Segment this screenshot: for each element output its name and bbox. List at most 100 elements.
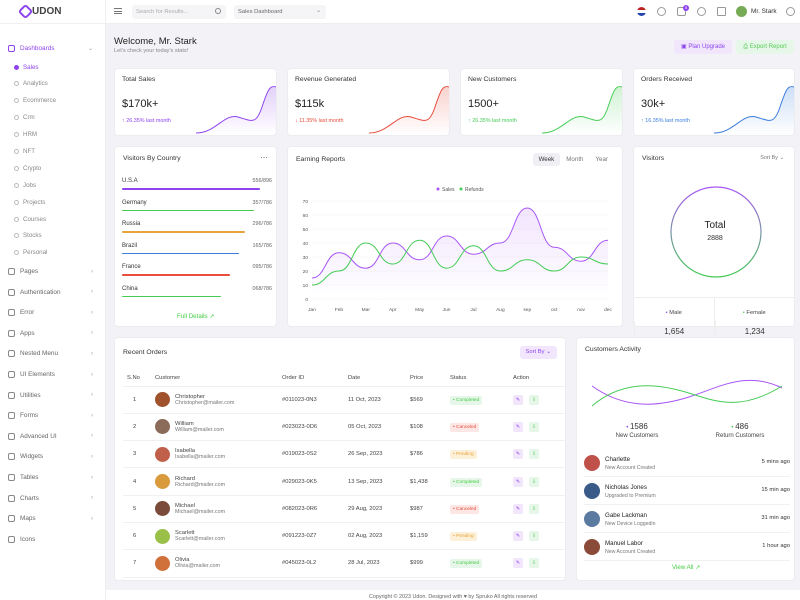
edit-icon[interactable]: ✎ xyxy=(513,476,523,487)
dashboard-select[interactable]: Sales Dashboard ⌄ xyxy=(234,5,326,19)
view-all-link[interactable]: View All ↗ xyxy=(672,564,701,571)
delete-icon[interactable]: ⇩ xyxy=(529,531,539,542)
customer-email: Richard@mailer.com xyxy=(175,481,226,488)
customer: Olivia Olivia@mailer.com xyxy=(155,555,282,571)
sidebar-subitem-ecommerce[interactable]: Ecommerce xyxy=(0,92,105,109)
delete-icon[interactable]: ⇩ xyxy=(529,394,539,405)
chevron-right-icon: › xyxy=(91,289,93,296)
sidebar-item-dashboards[interactable]: Dashboards ⌄ xyxy=(0,38,105,59)
sidebar-subitem-jobs[interactable]: Jobs xyxy=(0,177,105,194)
x-tick-label: Jul xyxy=(470,307,476,313)
sidebar-subitem-projects[interactable]: Projects xyxy=(0,194,105,211)
brand-logo[interactable]: UDON xyxy=(0,0,105,24)
sidebar-item-ui-elements[interactable]: UI Elements › xyxy=(0,364,105,385)
row-number: 3 xyxy=(123,440,155,469)
stat-title: New Customers xyxy=(468,76,517,83)
sort-by-button[interactable]: Sort By ⌄ xyxy=(519,346,557,359)
search-input[interactable]: Search for Results... xyxy=(132,5,226,19)
list-item[interactable]: Charlette New Account Created 5 mins ago xyxy=(584,451,790,477)
status-badge: • Completed xyxy=(450,559,483,569)
arrow-down-icon: ↓ xyxy=(295,118,300,124)
sidebar-item-charts[interactable]: Charts › xyxy=(0,488,105,509)
sidebar-item-nested-menu[interactable]: Nested Menu › xyxy=(0,344,105,365)
sidebar-item-authentication[interactable]: Authentication › xyxy=(0,282,105,303)
menu-toggle-icon[interactable] xyxy=(114,8,122,14)
edit-icon[interactable]: ✎ xyxy=(513,558,523,569)
sidebar-subitem-hrm[interactable]: HRM xyxy=(0,126,105,143)
tab-month[interactable]: Month xyxy=(566,156,584,163)
sidebar-item-utilities[interactable]: Utilities › xyxy=(0,385,105,406)
chevron-right-icon: › xyxy=(91,433,93,440)
bell-icon[interactable] xyxy=(697,7,706,16)
sales-area xyxy=(312,208,608,299)
sidebar-subitem-crypto[interactable]: Crypto xyxy=(0,160,105,177)
customer-email: Scarlett@mailer.com xyxy=(175,536,225,543)
card-title: Visitors xyxy=(642,155,665,162)
sidebar-item-error[interactable]: Error › xyxy=(0,302,105,323)
customer-email: Christopher@mailer.com xyxy=(175,399,235,406)
chevron-right-icon: › xyxy=(91,268,93,275)
edit-icon[interactable]: ✎ xyxy=(513,449,523,460)
edit-icon[interactable]: ✎ xyxy=(513,421,523,432)
delete-icon[interactable]: ⇩ xyxy=(529,476,539,487)
list-item[interactable]: Manuel Labor New Account Created 1 hour ag… xyxy=(584,535,790,561)
list-item[interactable]: Nicholas Jones Upgraded to Premium 15 min … xyxy=(584,479,790,505)
sidebar-item-tables[interactable]: Tables › xyxy=(0,467,105,488)
activity-name: Nicholas Jones xyxy=(605,484,647,491)
nested-menu-icon xyxy=(8,350,15,358)
sidebar-subitem-sales[interactable]: Sales xyxy=(0,59,105,76)
user-menu[interactable]: Mr. Stark xyxy=(736,6,777,17)
sidebar-item-apps[interactable]: Apps › xyxy=(0,323,105,344)
more-icon[interactable]: ⋯ xyxy=(260,153,268,162)
full-details-link[interactable]: Full Details ↗ xyxy=(177,313,215,320)
edit-icon[interactable]: ✎ xyxy=(513,503,523,514)
sidebar-item-widgets[interactable]: Widgets › xyxy=(0,447,105,468)
tab-week[interactable]: Week xyxy=(532,153,561,166)
list-item[interactable]: Gabe Lackman New Device Loggedin 31 min ag… xyxy=(584,507,790,533)
female-stat: • Female 1,234 xyxy=(713,298,795,336)
gear-icon[interactable] xyxy=(786,7,795,16)
fullscreen-icon[interactable] xyxy=(717,7,726,16)
delete-icon[interactable]: ⇩ xyxy=(529,503,539,514)
customer-cell: William William@mailer.com xyxy=(155,413,282,442)
sidebar-subitem-nft[interactable]: NFT xyxy=(0,143,105,160)
order-price: $569 xyxy=(410,386,450,414)
edit-icon[interactable]: ✎ xyxy=(513,394,523,405)
sidebar-item-advanced-ui[interactable]: Advanced UI › xyxy=(0,426,105,447)
delete-icon[interactable]: ⇩ xyxy=(529,421,539,432)
sidebar-subitem-crm[interactable]: Crm xyxy=(0,109,105,126)
y-tick-label: 10 xyxy=(303,283,309,289)
customer-email: Isabella@mailer.com xyxy=(175,454,226,461)
sort-by-dropdown[interactable]: Sort By ⌄ xyxy=(760,155,784,161)
moon-icon[interactable] xyxy=(657,7,666,16)
export-report-button[interactable]: ⎙ Export Report xyxy=(736,40,794,54)
sidebar-item-icons[interactable]: Icons xyxy=(0,529,105,550)
order-price: $999 xyxy=(410,549,450,578)
edit-icon[interactable]: ✎ xyxy=(513,531,523,542)
avatar xyxy=(155,474,170,490)
page-header: Welcome, Mr. Stark Let's check your toda… xyxy=(114,36,197,54)
tab-year[interactable]: Year xyxy=(595,156,608,163)
cart-icon[interactable]: 5 xyxy=(677,5,689,16)
sidebar-item-forms[interactable]: Forms › xyxy=(0,405,105,426)
delete-icon[interactable]: ⇩ xyxy=(529,449,539,460)
card-title: Earning Reports xyxy=(296,156,346,163)
y-tick-label: 40 xyxy=(303,241,309,247)
action-cell: ✎ ⇩ xyxy=(513,440,565,469)
brand-name: UDON xyxy=(32,6,62,17)
delete-icon[interactable]: ⇩ xyxy=(529,558,539,569)
flag-icon[interactable] xyxy=(637,7,646,16)
sidebar-item-pages[interactable]: Pages › xyxy=(0,261,105,282)
sidebar-item-maps[interactable]: Maps › xyxy=(0,508,105,529)
sidebar-subitem-analytics[interactable]: Analytics xyxy=(0,75,105,92)
chevron-right-icon: › xyxy=(91,453,93,460)
plan-upgrade-button[interactable]: ▣ Plan Upgrade xyxy=(674,40,732,54)
activity-desc: New Account Created xyxy=(605,465,656,471)
customer: Scarlett Scarlett@mailer.com xyxy=(155,528,282,544)
x-tick-label: sep xyxy=(523,308,531,313)
order-id: #019023-0S2 xyxy=(282,440,348,469)
sidebar-subitem-courses[interactable]: Courses xyxy=(0,211,105,228)
sidebar-subitem-personal[interactable]: Personal xyxy=(0,244,105,261)
sidebar-subitem-stocks[interactable]: Stocks xyxy=(0,228,105,245)
customer-name: Olivia xyxy=(175,557,190,564)
